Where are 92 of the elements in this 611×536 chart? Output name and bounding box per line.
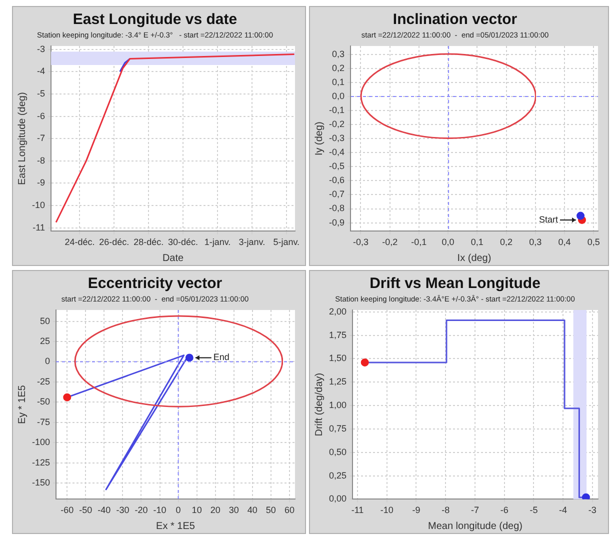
x-tick-label: 0,4 — [558, 237, 571, 248]
y-axis-title: Iy (deg) — [314, 122, 325, 156]
chart-title: Eccentricity vector — [88, 275, 222, 292]
x-tick-label: 0,2 — [500, 237, 513, 248]
x-tick-label: -0,1 — [411, 237, 427, 248]
x-tick-label: 0,3 — [529, 237, 542, 248]
x-tick-label: -5 — [530, 505, 538, 516]
x-tick-label: 0,1 — [470, 237, 484, 248]
annotation: Start — [538, 214, 558, 224]
chart-title: Drift vs Mean Longitude — [370, 275, 540, 292]
y-tick-label: 0,2 — [332, 62, 345, 73]
y-tick-label: 0,75 — [328, 423, 347, 434]
y-tick-label: -0,5 — [328, 161, 345, 172]
y-tick-label: -0,7 — [328, 189, 345, 200]
y-tick-label: -7 — [36, 133, 46, 144]
x-tick-label: -20 — [134, 505, 148, 516]
x-tick-label: -8 — [442, 505, 450, 516]
y-tick-label: -0,8 — [328, 203, 345, 214]
y-tick-label: 0,1 — [332, 76, 345, 87]
y-tick-label: -10 — [32, 200, 46, 210]
x-tick-label: -0,3 — [352, 237, 368, 248]
x-tick-label: -10 — [153, 505, 166, 516]
y-tick-label: 0 — [45, 356, 50, 366]
x-tick-label: 20 — [210, 505, 220, 516]
y-tick-label: -5 — [36, 88, 46, 98]
x-tick-label: -4 — [559, 505, 568, 516]
x-axis-title: Mean longitude (deg) — [428, 520, 523, 532]
x-tick-label: 30-déc. — [168, 237, 198, 248]
x-tick-label: 0,0 — [442, 237, 454, 248]
y-tick-label: -0,2 — [328, 119, 345, 130]
x-tick-label: 0,5 — [587, 237, 600, 248]
y-axis-title: Ey * 1E5 — [16, 384, 28, 424]
x-tick-label: -30 — [116, 505, 130, 516]
x-tick-label: -40 — [98, 505, 111, 516]
x-tick-label: -10 — [380, 505, 394, 516]
y-tick-label: 0,0 — [332, 90, 345, 101]
y-tick-label: 0,25 — [328, 470, 347, 480]
annotation: End — [213, 352, 230, 362]
x-axis-title: Ex * 1E5 — [156, 520, 196, 532]
y-tick-label: 1,25 — [328, 376, 347, 387]
x-tick-label: -0,2 — [382, 237, 398, 248]
y-tick-label: -11 — [32, 222, 46, 232]
y-tick-label: -150 — [32, 478, 50, 488]
x-tick-label: 40 — [247, 505, 258, 516]
y-tick-label: -0,9 — [328, 217, 345, 228]
x-tick-label: 30 — [228, 505, 239, 516]
x-tick-label: 60 — [284, 505, 294, 516]
y-tick-label: -75 — [37, 416, 50, 427]
x-tick-label: -50 — [79, 505, 92, 516]
y-tick-label: -0,6 — [328, 175, 345, 186]
y-tick-label: 1,00 — [328, 400, 347, 410]
x-tick-label: -7 — [470, 505, 479, 516]
y-tick-label: 0,50 — [328, 446, 347, 457]
x-tick-label: -60 — [60, 505, 74, 516]
x-tick-label: 26-déc. — [99, 237, 130, 248]
x-tick-label: 5-janv. — [273, 237, 300, 248]
y-tick-label: 50 — [40, 316, 50, 326]
y-tick-label: -6 — [36, 110, 46, 121]
chart-title: East Longitude vs date — [72, 11, 238, 28]
y-tick-label: -4 — [36, 66, 46, 76]
y-tick-label: 1,75 — [328, 330, 347, 340]
x-tick-label: 10 — [192, 505, 202, 516]
y-tick-label: 2,00 — [328, 306, 347, 316]
x-tick-label: 50 — [266, 505, 276, 516]
y-tick-label: -125 — [32, 457, 50, 468]
x-tick-label: 24-déc. — [64, 237, 95, 248]
y-axis-title: Drift (deg/day) — [314, 372, 325, 436]
x-tick-label: -11 — [351, 505, 364, 516]
y-tick-label: -0,4 — [328, 147, 345, 158]
y-tick-label: -0,3 — [328, 133, 345, 144]
y-tick-label: -25 — [37, 376, 50, 386]
x-tick-label: -6 — [500, 505, 508, 516]
y-tick-label: -3 — [36, 44, 46, 54]
x-tick-label: 0 — [176, 505, 181, 516]
x-tick-label: 3-janv. — [238, 237, 266, 248]
y-tick-label: -9 — [36, 178, 46, 188]
x-tick-label: -9 — [412, 505, 420, 516]
y-tick-label: 1,50 — [328, 353, 347, 364]
y-tick-label: -100 — [32, 437, 50, 448]
x-axis-title: Ix (deg) — [457, 252, 492, 264]
y-tick-label: 0,3 — [332, 48, 345, 59]
chart-title: Inclination vector — [392, 11, 518, 28]
x-tick-label: -3 — [588, 505, 596, 516]
x-tick-label: 1-janv. — [204, 237, 231, 248]
y-axis-title: East Longitude (deg) — [16, 92, 28, 186]
y-tick-label: 25 — [40, 336, 50, 346]
x-axis-title: Date — [162, 252, 184, 264]
y-tick-label: 0,00 — [328, 494, 347, 504]
y-tick-label: -50 — [37, 396, 50, 407]
x-tick-label: 28-déc. — [134, 237, 164, 248]
y-tick-label: -0,1 — [328, 105, 345, 116]
y-tick-label: -8 — [36, 155, 46, 166]
